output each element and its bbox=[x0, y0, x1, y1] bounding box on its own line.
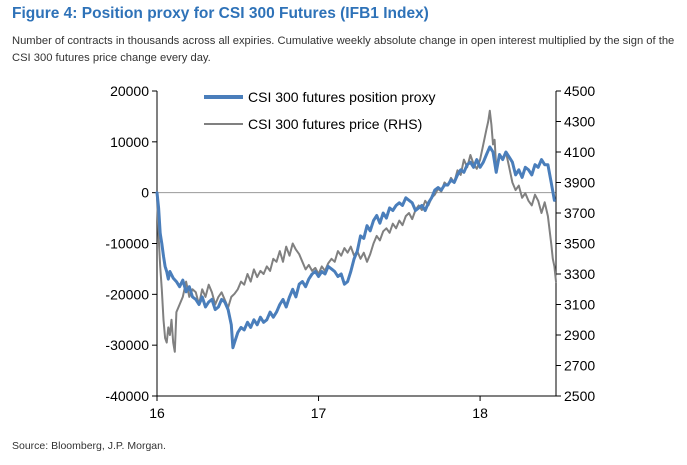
x-tick-label: 17 bbox=[311, 405, 327, 421]
left-tick-label: 0 bbox=[141, 185, 149, 201]
x-tick-label: 16 bbox=[149, 405, 165, 421]
legend-label-position-proxy: CSI 300 futures position proxy bbox=[248, 89, 436, 105]
left-tick-label: -40000 bbox=[105, 388, 149, 404]
left-tick-label: -10000 bbox=[105, 236, 149, 252]
left-tick-label: 20000 bbox=[110, 83, 149, 99]
right-tick-label: 3700 bbox=[564, 205, 595, 221]
source-note: Source: Bloomberg, J.P. Morgan. bbox=[12, 440, 166, 452]
right-tick-label: 3100 bbox=[564, 297, 595, 313]
figure-subtitle: Number of contracts in thousands across … bbox=[12, 35, 675, 64]
legend-label-futures-price: CSI 300 futures price (RHS) bbox=[248, 116, 422, 132]
right-tick-label: 3900 bbox=[564, 175, 595, 191]
left-tick-label: -20000 bbox=[105, 286, 149, 302]
right-tick-label: 2900 bbox=[564, 327, 595, 343]
right-tick-label: 2700 bbox=[564, 358, 595, 374]
left-tick-label: 10000 bbox=[110, 134, 149, 150]
right-tick-label: 3300 bbox=[564, 266, 595, 282]
futures-price-line bbox=[156, 109, 557, 353]
right-tick-label: 4500 bbox=[564, 83, 595, 99]
right-tick-label: 2500 bbox=[564, 388, 595, 404]
figure-title: Figure 4: Position proxy for CSI 300 Fut… bbox=[12, 5, 429, 22]
right-tick-label: 4300 bbox=[564, 114, 595, 130]
x-tick-label: 18 bbox=[472, 405, 488, 421]
position-proxy-line bbox=[155, 145, 556, 350]
left-tick-label: -30000 bbox=[105, 337, 149, 353]
right-tick-label: 3500 bbox=[564, 236, 595, 252]
right-tick-label: 4100 bbox=[564, 144, 595, 160]
